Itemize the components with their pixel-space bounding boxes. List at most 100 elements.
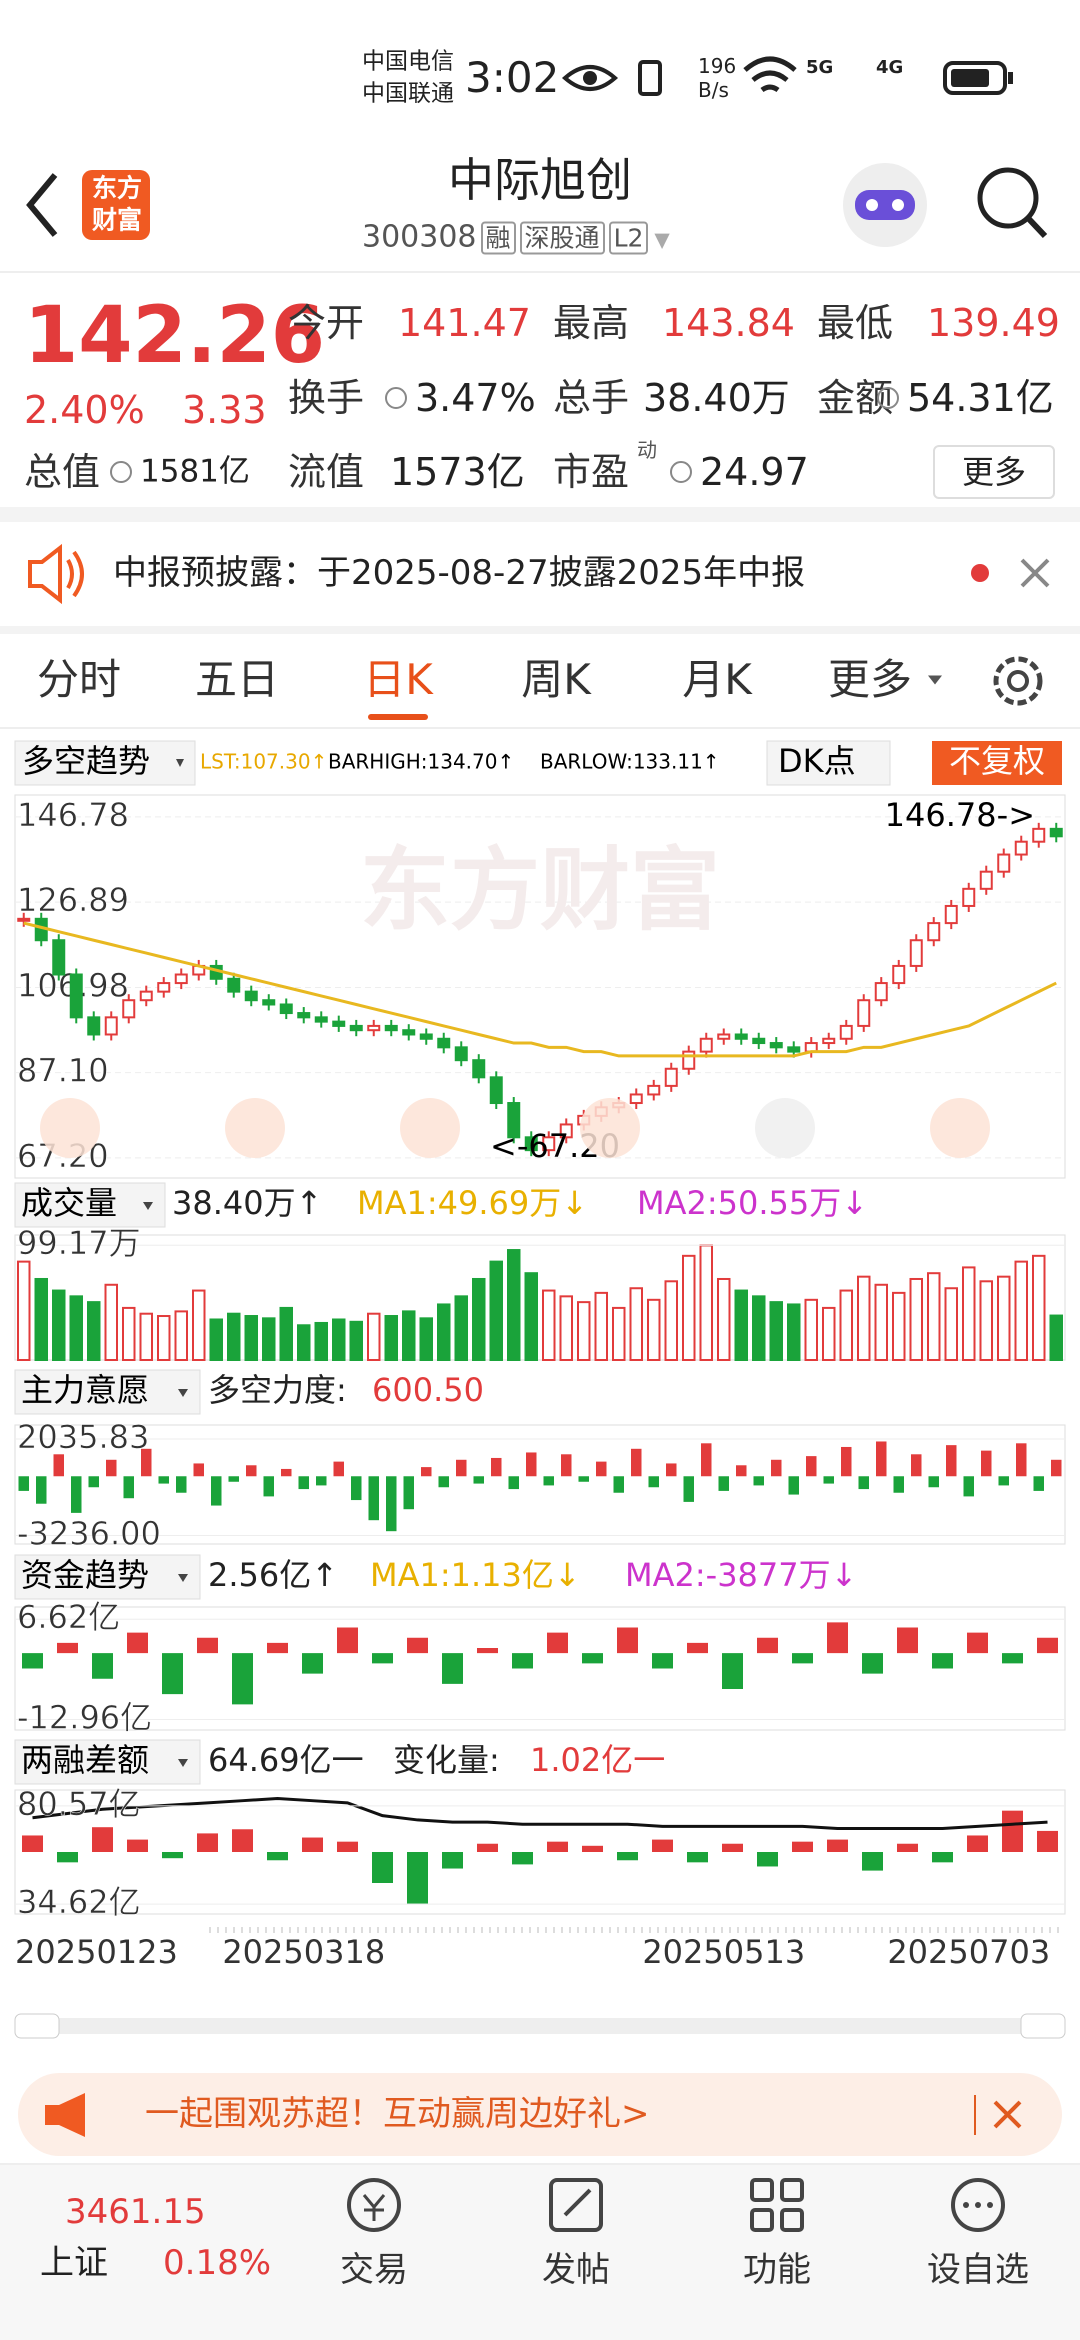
- tab[interactable]: 分时: [36, 655, 122, 704]
- candle: [69, 973, 83, 1019]
- chart-control[interactable]: [755, 1098, 815, 1158]
- bar: [22, 1835, 43, 1852]
- x-tick-label: 20250318: [222, 1933, 385, 1971]
- candle: [892, 964, 906, 985]
- settings-icon[interactable]: [985, 648, 1055, 714]
- bar: [806, 1456, 817, 1477]
- volume-bar: [559, 1295, 573, 1361]
- bar: [407, 1852, 428, 1904]
- tab[interactable]: 日K: [363, 655, 433, 704]
- tab[interactable]: 更多: [827, 655, 913, 704]
- panel-frame: [14, 1234, 1066, 1361]
- bar: [228, 1476, 239, 1482]
- volume-bar: [489, 1260, 503, 1361]
- bar: [596, 1461, 607, 1477]
- bar: [862, 1852, 883, 1871]
- field-value: 54.31亿: [907, 376, 1054, 420]
- chart-control[interactable]: [225, 1098, 285, 1158]
- field-label: 总手: [553, 376, 630, 420]
- volume-bar: [297, 1324, 311, 1361]
- field-label: 换手: [288, 376, 365, 420]
- panel-value: 变化量:: [393, 1741, 500, 1779]
- adjust-button[interactable]: 不复权: [949, 742, 1045, 780]
- chart-control[interactable]: [930, 1098, 990, 1158]
- bar: [858, 1476, 869, 1490]
- bar: [407, 1637, 428, 1654]
- candle: [962, 887, 976, 907]
- y-tick-label: 146.78: [17, 796, 129, 834]
- pe-superscript: 动: [637, 438, 657, 462]
- ad-text[interactable]: 一起围观苏超！互动赢周边好礼>: [145, 2094, 650, 2134]
- ad-banner[interactable]: [18, 2073, 1062, 2156]
- panel-select[interactable]: 主力意愿: [21, 1371, 149, 1409]
- nav-item[interactable]: 设自选: [927, 2250, 1029, 2290]
- more-button[interactable]: 更多: [933, 445, 1055, 499]
- volume-bar: [524, 1272, 538, 1362]
- index-name[interactable]: 上证: [40, 2243, 108, 2283]
- bar: [718, 1476, 729, 1491]
- bar: [722, 1843, 743, 1852]
- nav-item[interactable]: 发帖: [542, 2250, 610, 2290]
- scroll-handle[interactable]: [14, 2013, 60, 2039]
- tab[interactable]: 周K: [521, 655, 591, 704]
- bar: [92, 1653, 113, 1679]
- bar: [176, 1476, 187, 1493]
- candle: [857, 999, 871, 1027]
- volume-bar: [927, 1272, 941, 1362]
- watermark: 东方财富: [360, 838, 720, 943]
- bar: [967, 1835, 988, 1852]
- candle: [507, 1102, 521, 1139]
- chart-control[interactable]: [400, 1098, 460, 1158]
- bar: [1016, 1443, 1027, 1477]
- scroll-handle[interactable]: [1020, 2013, 1066, 2039]
- bar: [53, 1454, 64, 1477]
- bar: [438, 1476, 449, 1488]
- candle: [472, 1059, 486, 1079]
- bar: [792, 1841, 813, 1852]
- candle: [52, 939, 66, 976]
- panel-select[interactable]: 两融差额: [21, 1741, 149, 1779]
- field-label: 今开: [288, 301, 365, 345]
- bar: [946, 1445, 957, 1477]
- candle: [454, 1046, 468, 1062]
- chart-control[interactable]: [580, 1098, 640, 1158]
- volume-bar: [1049, 1314, 1063, 1361]
- panel-select[interactable]: 资金趋势: [21, 1556, 149, 1594]
- candle: [122, 999, 136, 1019]
- select-box: [14, 1739, 201, 1785]
- indicator-select[interactable]: 多空趋势: [22, 742, 150, 780]
- volume-bar: [892, 1291, 906, 1361]
- bar: [963, 1476, 974, 1497]
- notice[interactable]: 中报预披露：于2025-08-27披露2025年中报: [113, 553, 806, 593]
- bar: [652, 1839, 673, 1852]
- bar: [666, 1463, 677, 1477]
- field-value: 1581亿: [140, 453, 250, 490]
- volume-bar: [787, 1303, 801, 1362]
- nav-item[interactable]: 功能: [743, 2250, 811, 2290]
- bar: [512, 1852, 533, 1865]
- volume-bar: [612, 1306, 626, 1362]
- bar: [442, 1852, 463, 1869]
- bar: [232, 1653, 253, 1705]
- y-tick-label: 2035.83: [17, 1418, 149, 1456]
- bar: [473, 1476, 484, 1484]
- dk-button[interactable]: DK点: [778, 742, 856, 780]
- tab[interactable]: 五日: [194, 655, 280, 704]
- tab[interactable]: 月K: [682, 655, 752, 704]
- ad-close[interactable]: [970, 2090, 1050, 2140]
- indicator-value: LST:107.30↑: [200, 750, 327, 774]
- panel-select[interactable]: 成交量: [21, 1184, 117, 1222]
- scroll-track: [15, 2018, 1065, 2034]
- bar: [1002, 1810, 1023, 1852]
- y-tick-label: 34.62亿: [17, 1883, 141, 1921]
- volume-bar: [717, 1277, 731, 1362]
- chart-control[interactable]: [40, 1098, 100, 1158]
- candle: [979, 870, 993, 890]
- bar: [197, 1833, 218, 1852]
- volume-bar: [227, 1312, 241, 1361]
- bar: [617, 1627, 638, 1654]
- bar: [582, 1653, 603, 1664]
- volume-bar: [664, 1280, 678, 1362]
- nav-item[interactable]: 交易: [340, 2250, 408, 2290]
- change: 3.33: [182, 388, 267, 432]
